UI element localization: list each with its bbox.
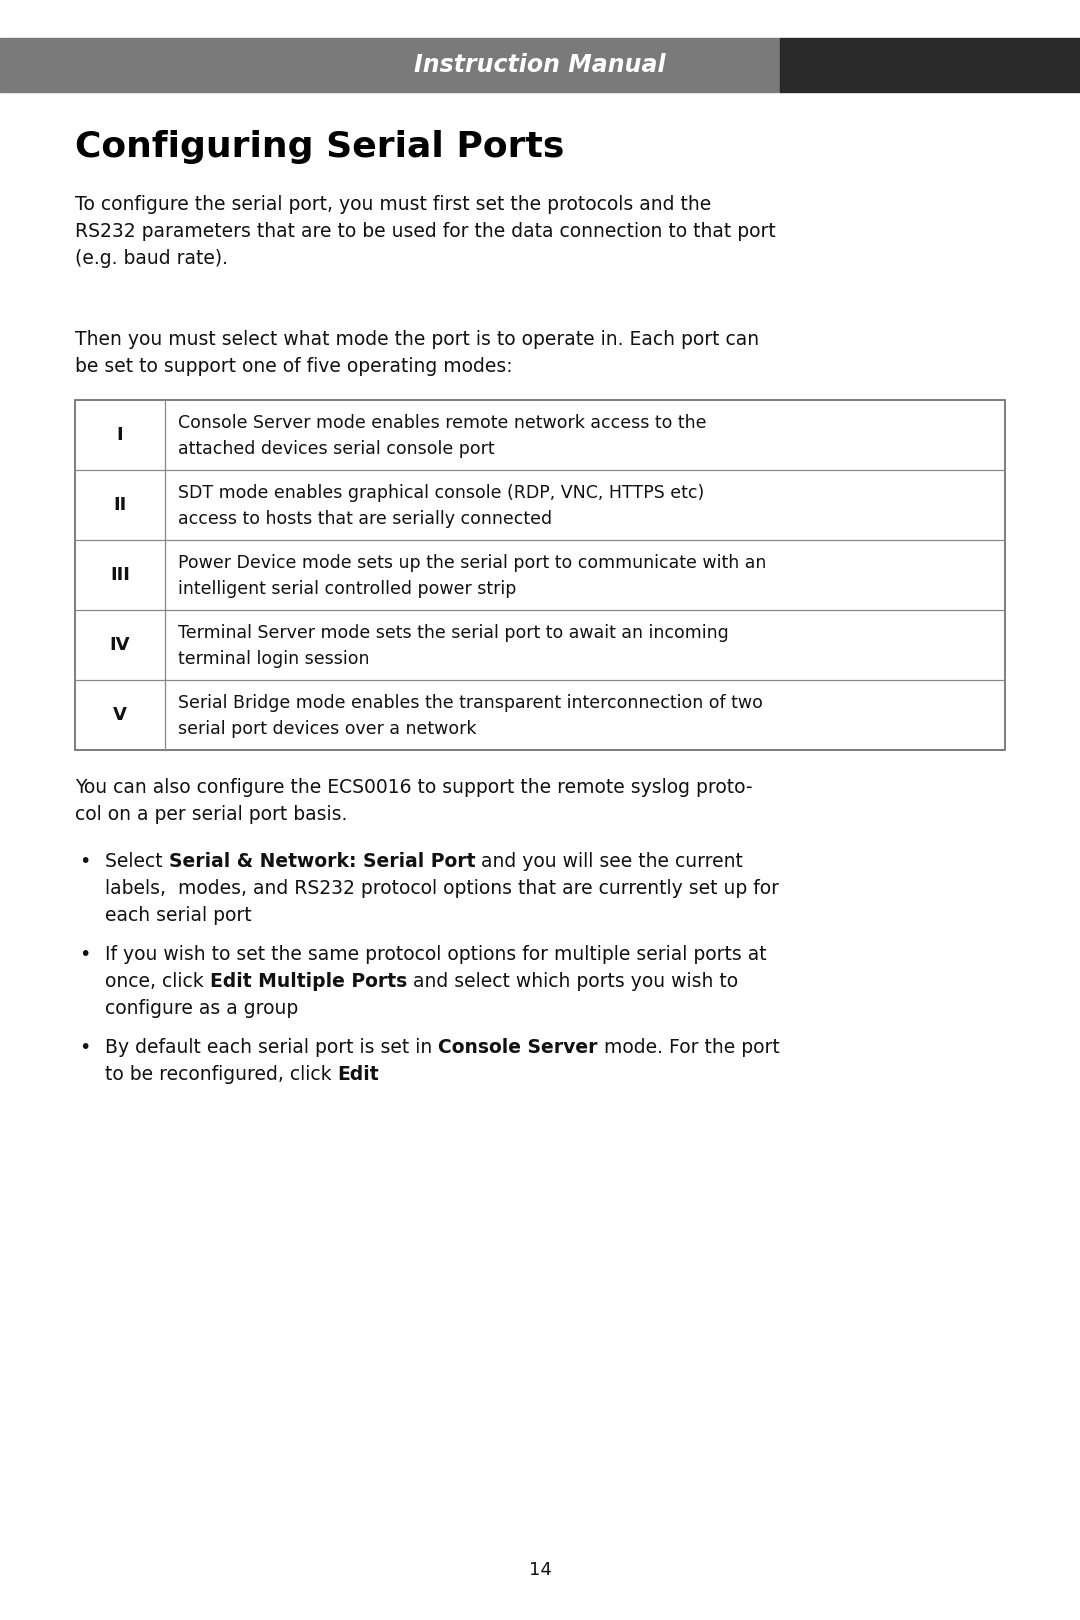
Text: SDT mode enables graphical console (RDP, VNC, HTTPS etc): SDT mode enables graphical console (RDP,… [178, 484, 704, 502]
Text: 14: 14 [528, 1562, 552, 1579]
Text: Then you must select what mode the port is to operate in. Each port can: Then you must select what mode the port … [75, 330, 759, 348]
Text: Instruction Manual: Instruction Manual [415, 53, 665, 78]
Text: •: • [79, 852, 91, 872]
Text: IV: IV [110, 637, 131, 654]
Text: Configuring Serial Ports: Configuring Serial Ports [75, 130, 565, 164]
Text: be set to support one of five operating modes:: be set to support one of five operating … [75, 356, 513, 376]
Text: col on a per serial port basis.: col on a per serial port basis. [75, 805, 348, 825]
Text: You can also configure the ECS0016 to support the remote syslog proto-: You can also configure the ECS0016 to su… [75, 778, 753, 797]
Text: II: II [113, 496, 126, 514]
Text: V: V [113, 706, 127, 724]
Text: If you wish to set the same protocol options for multiple serial ports at: If you wish to set the same protocol opt… [105, 944, 767, 964]
Text: serial port devices over a network: serial port devices over a network [178, 719, 476, 739]
Text: By default each serial port is set in: By default each serial port is set in [105, 1038, 438, 1056]
Text: once, click: once, click [105, 972, 210, 991]
Text: to be reconfigured, click: to be reconfigured, click [105, 1064, 338, 1084]
Text: To configure the serial port, you must first set the protocols and the: To configure the serial port, you must f… [75, 194, 712, 214]
Text: Serial & Network: Serial Port: Serial & Network: Serial Port [168, 852, 475, 872]
Text: Edit: Edit [338, 1064, 379, 1084]
Text: configure as a group: configure as a group [105, 1000, 298, 1017]
Text: (e.g. baud rate).: (e.g. baud rate). [75, 249, 228, 267]
Bar [780, 37, 1080, 92]
Text: Power Device mode sets up the serial port to communicate with an: Power Device mode sets up the serial por… [178, 554, 767, 572]
Text: •: • [79, 944, 91, 964]
Text: Edit Multiple Ports: Edit Multiple Ports [210, 972, 407, 991]
Text: RS232 parameters that are to be used for the data connection to that port: RS232 parameters that are to be used for… [75, 222, 775, 241]
Text: each serial port: each serial port [105, 906, 252, 925]
Text: III: III [110, 565, 130, 583]
Bar [0, 37, 780, 92]
Text: Select: Select [105, 852, 168, 872]
Text: Terminal Server mode sets the serial port to await an incoming: Terminal Server mode sets the serial por… [178, 624, 729, 642]
Text: •: • [79, 1038, 91, 1056]
Text: I: I [117, 426, 123, 444]
Text: access to hosts that are serially connected: access to hosts that are serially connec… [178, 510, 552, 528]
Text: Console Server mode enables remote network access to the: Console Server mode enables remote netwo… [178, 415, 706, 433]
Text: and you will see the current: and you will see the current [475, 852, 743, 872]
Bar [75, 400, 1005, 750]
Text: and select which ports you wish to: and select which ports you wish to [407, 972, 738, 991]
Text: labels,  modes, and RS232 protocol options that are currently set up for: labels, modes, and RS232 protocol option… [105, 880, 779, 897]
Text: mode. For the port: mode. For the port [597, 1038, 780, 1056]
Text: intelligent serial controlled power strip: intelligent serial controlled power stri… [178, 580, 516, 598]
Text: attached devices serial console port: attached devices serial console port [178, 441, 495, 458]
Text: Serial Bridge mode enables the transparent interconnection of two: Serial Bridge mode enables the transpare… [178, 693, 762, 713]
Text: terminal login session: terminal login session [178, 650, 369, 667]
Text: Console Server: Console Server [438, 1038, 597, 1056]
